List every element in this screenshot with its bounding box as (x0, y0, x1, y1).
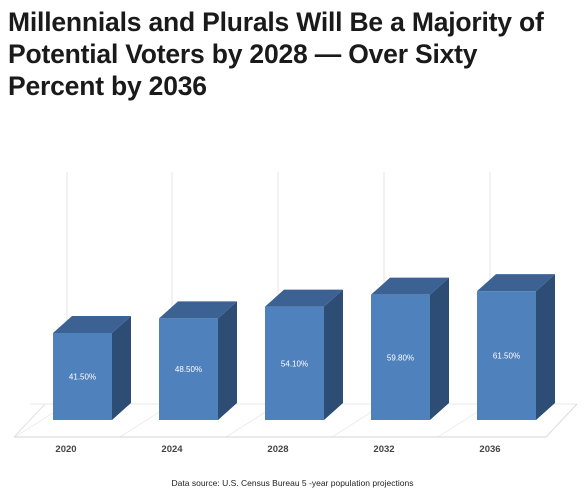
data-label-2028: 54.10% (281, 359, 308, 368)
data-source-note: Data source: U.S. Census Bureau 5 -year … (171, 478, 414, 488)
bar-2020 (53, 333, 112, 420)
x-tick-2024: 2024 (161, 444, 183, 455)
bar-top-2032 (371, 277, 449, 295)
floor-left-edge (13, 403, 46, 438)
bar-top-2036 (477, 274, 555, 292)
bar-2036 (477, 291, 536, 420)
chart-data-labels: 41.50% 48.50% 54.10% 59.80% 61.50% (69, 352, 520, 382)
data-label-2032: 59.80% (387, 353, 414, 362)
bar-2032 (371, 294, 430, 420)
floor-right-edge (545, 403, 578, 438)
bar-2024 (159, 318, 218, 420)
bar-top-2028 (265, 289, 343, 307)
x-tick-2020: 2020 (55, 444, 76, 455)
data-label-2024: 48.50% (175, 365, 202, 374)
bar-side-2028 (324, 289, 343, 420)
bar-2028 (265, 306, 324, 420)
x-tick-2032: 2032 (373, 444, 394, 455)
bar-top-2024 (159, 301, 237, 319)
x-tick-2036: 2036 (479, 444, 500, 455)
bar-side-2032 (430, 277, 449, 420)
data-label-2036: 61.50% (493, 352, 520, 361)
bar-side-2024 (218, 301, 237, 420)
x-axis-tick-labels: 2020 2024 2028 2032 2036 (55, 444, 500, 455)
bar-side-2036 (536, 274, 555, 420)
chart-bars (53, 274, 555, 420)
x-tick-2028: 2028 (267, 444, 288, 455)
bar-side-2020 (112, 316, 131, 420)
data-label-2020: 41.50% (69, 373, 96, 382)
bar-top-2020 (53, 316, 131, 334)
chart-title: Millennials and Plurals Will Be a Majori… (8, 7, 544, 101)
